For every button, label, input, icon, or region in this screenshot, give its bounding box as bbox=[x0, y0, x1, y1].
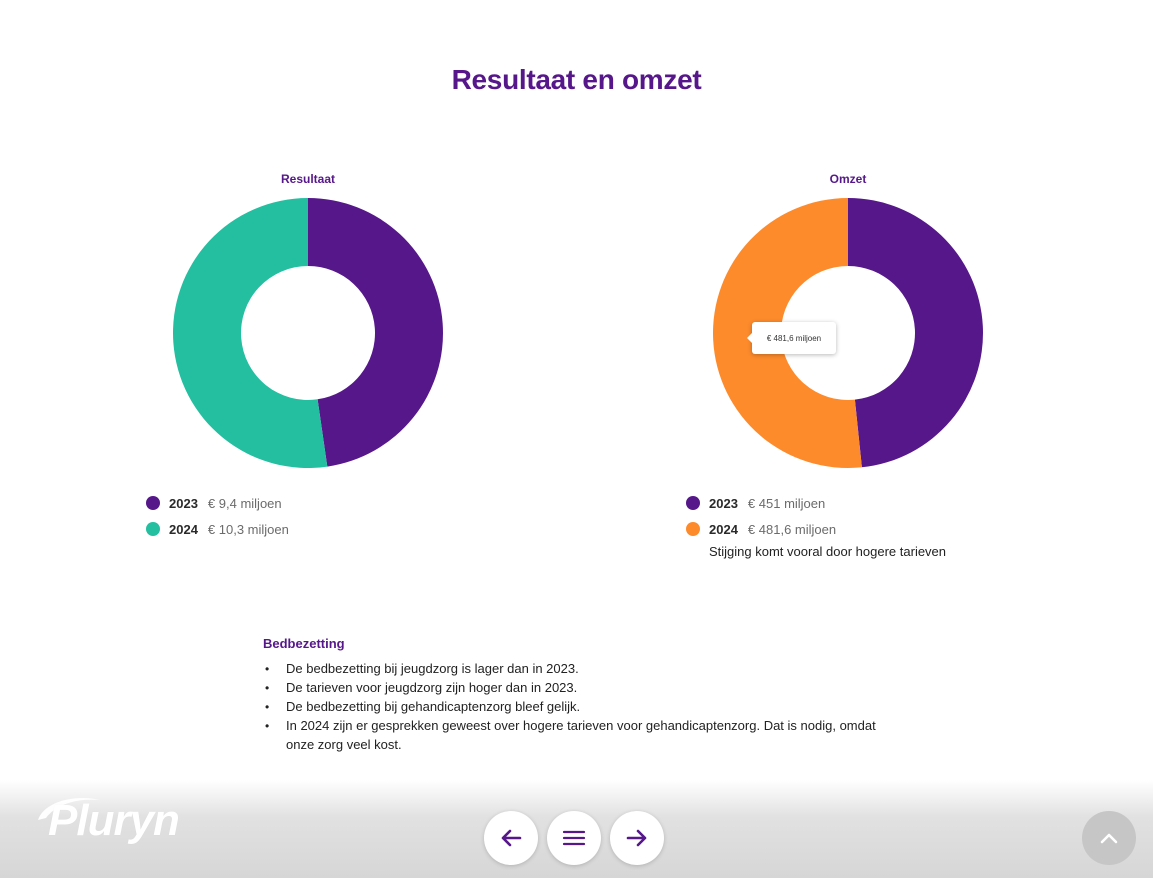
chart-resultaat: Resultaat 2023 € 9,4 miljoen 2024 € 10,3… bbox=[128, 168, 548, 578]
chevron-up-icon bbox=[1100, 833, 1118, 844]
legend-item-2023[interactable]: 2023 € 451 miljoen bbox=[686, 490, 836, 516]
list-item: In 2024 zijn er gesprekken geweest over … bbox=[265, 716, 883, 754]
donut-slice-2023[interactable] bbox=[308, 198, 444, 467]
chart-note: Stijging komt vooral door hogere tarieve… bbox=[709, 544, 947, 559]
legend-swatch-icon bbox=[146, 522, 160, 536]
hamburger-menu-icon bbox=[562, 830, 586, 846]
logo-swoosh-icon bbox=[38, 798, 100, 820]
donut-chart-omzet bbox=[713, 198, 983, 468]
page-title: Resultaat en omzet bbox=[451, 64, 702, 95]
chart-tooltip: € 481,6 miljoen bbox=[747, 322, 836, 354]
list-item: De tarieven voor jeugdzorg zijn hoger da… bbox=[265, 678, 883, 698]
legend-item-2024[interactable]: 2024 € 10,3 miljoen bbox=[146, 516, 289, 542]
legend-value: € 9,4 miljoen bbox=[207, 495, 282, 511]
chart-omzet: Omzet € 481,6 miljoen 2023 € 451 miljoen… bbox=[668, 168, 1088, 578]
menu-button[interactable] bbox=[547, 811, 601, 865]
legend-item-2024[interactable]: 2024 € 481,6 miljoen bbox=[686, 516, 836, 542]
legend-year: 2023 bbox=[709, 495, 738, 511]
donut-slice-2023[interactable] bbox=[848, 198, 983, 468]
legend-value: € 10,3 miljoen bbox=[207, 521, 289, 537]
legend-item-2023[interactable]: 2023 € 9,4 miljoen bbox=[146, 490, 289, 516]
section-heading: Bedbezetting bbox=[263, 636, 345, 651]
legend-value: € 451 miljoen bbox=[747, 495, 826, 511]
chart-title: Omzet bbox=[829, 172, 867, 186]
legend-value: € 481,6 miljoen bbox=[747, 521, 837, 537]
legend-year: 2024 bbox=[709, 521, 738, 537]
info-section: Bedbezetting De bedbezetting bij jeugdzo… bbox=[263, 636, 883, 754]
legend-swatch-icon bbox=[146, 496, 160, 510]
donut-slice-2024[interactable] bbox=[173, 198, 328, 468]
list-item: De bedbezetting bij gehandicaptenzorg bl… bbox=[265, 697, 883, 717]
next-page-button[interactable] bbox=[610, 811, 664, 865]
bullet-list: De bedbezetting bij jeugdzorg is lager d… bbox=[263, 659, 883, 754]
pluryn-logo[interactable]: Pluryn bbox=[34, 794, 204, 856]
previous-page-button[interactable] bbox=[484, 811, 538, 865]
donut-chart-resultaat bbox=[173, 198, 444, 468]
legend-year: 2024 bbox=[169, 521, 198, 537]
arrow-left-icon bbox=[501, 829, 522, 847]
legend-year: 2023 bbox=[169, 495, 198, 511]
list-item: De bedbezetting bij jeugdzorg is lager d… bbox=[265, 659, 883, 679]
chart-title: Resultaat bbox=[280, 172, 336, 186]
logo-text: Pluryn bbox=[48, 796, 180, 845]
legend-swatch-icon bbox=[686, 522, 700, 536]
arrow-right-icon bbox=[626, 829, 647, 847]
donut-slice-2024[interactable] bbox=[713, 198, 862, 468]
legend-swatch-icon bbox=[686, 496, 700, 510]
legend: 2023 € 451 miljoen 2024 € 481,6 miljoen bbox=[686, 490, 836, 542]
legend: 2023 € 9,4 miljoen 2024 € 10,3 miljoen bbox=[146, 490, 289, 542]
back-to-top-button[interactable] bbox=[1082, 811, 1136, 865]
